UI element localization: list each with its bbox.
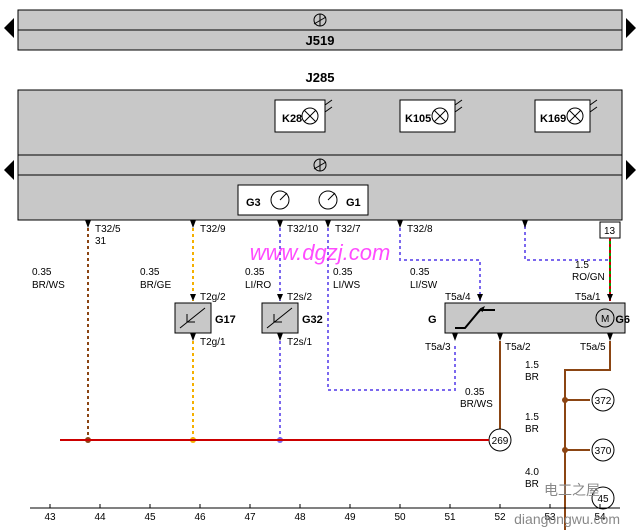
svg-text:LI/SW: LI/SW xyxy=(410,280,438,291)
svg-text:G32: G32 xyxy=(302,314,323,326)
svg-text:44: 44 xyxy=(94,512,106,523)
svg-text:T32/9: T32/9 xyxy=(200,224,226,235)
svg-text:G1: G1 xyxy=(346,197,361,209)
svg-text:T32/5: T32/5 xyxy=(95,224,121,235)
svg-text:31: 31 xyxy=(95,236,107,247)
svg-text:372: 372 xyxy=(595,396,612,407)
svg-text:49: 49 xyxy=(344,512,356,523)
svg-text:T5a/4: T5a/4 xyxy=(445,292,471,303)
svg-text:T5a/5: T5a/5 xyxy=(580,342,606,353)
svg-text:0.35: 0.35 xyxy=(333,267,353,278)
svg-text:BR: BR xyxy=(525,372,539,383)
nav-right-icon xyxy=(626,160,636,180)
svg-text:0.35: 0.35 xyxy=(410,267,430,278)
svg-text:45: 45 xyxy=(144,512,156,523)
svg-text:T2g/2: T2g/2 xyxy=(200,292,226,303)
svg-text:BR: BR xyxy=(525,479,539,490)
watermark: www.dgzj.com xyxy=(250,240,391,265)
svg-text:269: 269 xyxy=(492,436,509,447)
svg-text:T32/10: T32/10 xyxy=(287,224,319,235)
svg-text:50: 50 xyxy=(394,512,406,523)
svg-text:BR/WS: BR/WS xyxy=(460,399,493,410)
svg-text:0.35: 0.35 xyxy=(465,387,485,398)
svg-text:T2s/1: T2s/1 xyxy=(287,337,312,348)
svg-text:0.35: 0.35 xyxy=(140,267,160,278)
svg-text:K169: K169 xyxy=(540,113,566,125)
svg-text:LI/RO: LI/RO xyxy=(245,280,271,291)
svg-text:T5a/1: T5a/1 xyxy=(575,292,601,303)
svg-text:T32/8: T32/8 xyxy=(407,224,433,235)
svg-text:K28: K28 xyxy=(282,113,302,125)
svg-text:diangongwu.com: diangongwu.com xyxy=(514,511,620,527)
svg-text:4.0: 4.0 xyxy=(525,467,539,478)
svg-text:47: 47 xyxy=(244,512,256,523)
svg-text:T5a/3: T5a/3 xyxy=(425,342,451,353)
svg-text:52: 52 xyxy=(494,512,506,523)
svg-text:G3: G3 xyxy=(246,197,261,209)
svg-text:RO/GN: RO/GN xyxy=(572,272,605,283)
nav-right-icon xyxy=(626,18,636,38)
svg-text:BR: BR xyxy=(525,424,539,435)
svg-text:51: 51 xyxy=(444,512,456,523)
svg-text:13: 13 xyxy=(604,226,616,237)
svg-text:G: G xyxy=(428,314,437,326)
svg-text:46: 46 xyxy=(194,512,206,523)
svg-text:BR/WS: BR/WS xyxy=(32,280,65,291)
svg-text:48: 48 xyxy=(294,512,306,523)
svg-text:G6: G6 xyxy=(615,314,630,326)
nav-left-icon xyxy=(4,160,14,180)
svg-text:T2g/1: T2g/1 xyxy=(200,337,226,348)
svg-text:T2s/2: T2s/2 xyxy=(287,292,312,303)
svg-text:电工之屋: 电工之屋 xyxy=(544,482,600,498)
svg-text:0.35: 0.35 xyxy=(245,267,265,278)
svg-text:T32/7: T32/7 xyxy=(335,224,361,235)
j519-label: J519 xyxy=(306,33,335,48)
svg-text:BR/GE: BR/GE xyxy=(140,280,171,291)
svg-text:M: M xyxy=(601,314,609,325)
svg-text:T5a/2: T5a/2 xyxy=(505,342,531,353)
svg-text:1.5: 1.5 xyxy=(525,412,539,423)
svg-text:370: 370 xyxy=(595,446,612,457)
svg-text:1.5: 1.5 xyxy=(575,260,589,271)
svg-text:43: 43 xyxy=(44,512,56,523)
svg-text:0.35: 0.35 xyxy=(32,267,52,278)
svg-text:G17: G17 xyxy=(215,314,236,326)
wiring-diagram: { "modules": { "j519": "J519", "j285": "… xyxy=(0,0,640,530)
svg-text:K105: K105 xyxy=(405,113,431,125)
svg-text:1.5: 1.5 xyxy=(525,360,539,371)
svg-text:LI/WS: LI/WS xyxy=(333,280,361,291)
nav-left-icon xyxy=(4,18,14,38)
sender-g-g6 xyxy=(445,303,625,333)
j285-label: J285 xyxy=(306,70,335,85)
